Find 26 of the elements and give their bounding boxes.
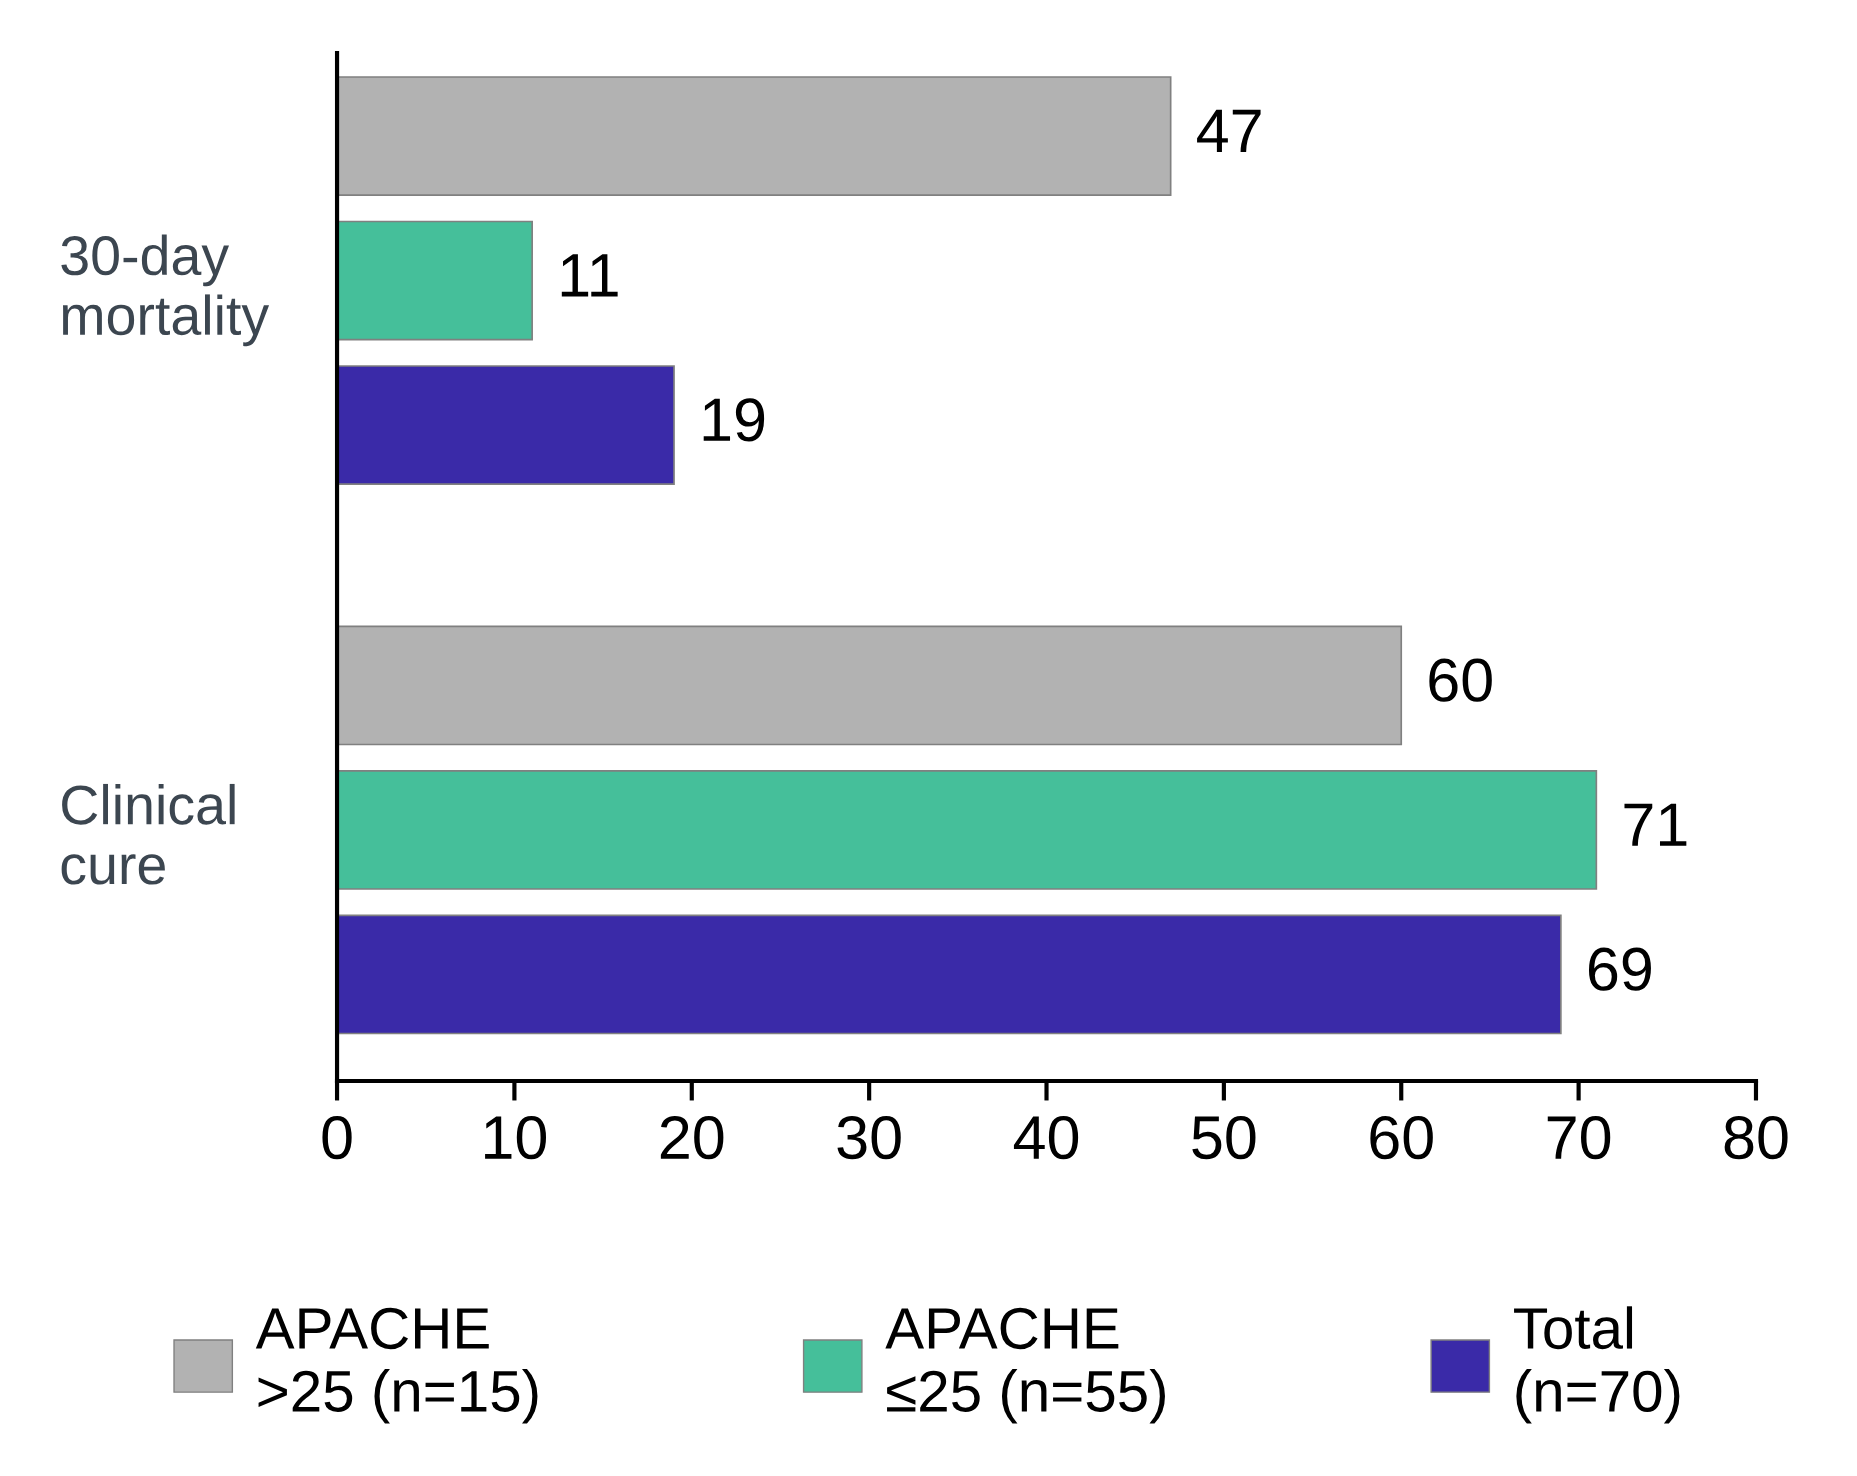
- x-tick-label: 30: [837, 1115, 901, 1160]
- bar: [337, 220, 533, 341]
- bar: [337, 914, 1562, 1035]
- legend-label: APACHE >25 (n=15): [255, 1307, 538, 1424]
- y-tick-label: Clinical cure: [61, 783, 235, 885]
- bar: [337, 76, 1172, 196]
- x-tick-label: 60: [1370, 1115, 1433, 1160]
- bar: [337, 770, 1598, 890]
- legend-label: APACHE ≤25 (n=55): [885, 1307, 1165, 1424]
- bar: [337, 625, 1403, 746]
- bar: [337, 365, 675, 485]
- x-tick-label: 20: [660, 1115, 724, 1160]
- x-tick-label: 50: [1192, 1115, 1256, 1160]
- data-label: 69: [1588, 947, 1651, 991]
- data-label: 47: [1197, 109, 1261, 152]
- data-label: 71: [1624, 803, 1687, 846]
- x-tick-label: 40: [1013, 1115, 1079, 1160]
- data-label: 60: [1429, 658, 1492, 702]
- data-label: 11: [561, 254, 618, 297]
- legend-label: Total (n=70): [1514, 1306, 1680, 1424]
- x-tick-label: 10: [485, 1115, 547, 1160]
- x-tick-label: 80: [1724, 1115, 1788, 1160]
- x-tick-label: 70: [1547, 1115, 1611, 1160]
- data-label: 19: [703, 398, 765, 442]
- y-tick-label: 30-day mortality: [61, 234, 270, 347]
- x-tick-label: 0: [322, 1115, 352, 1160]
